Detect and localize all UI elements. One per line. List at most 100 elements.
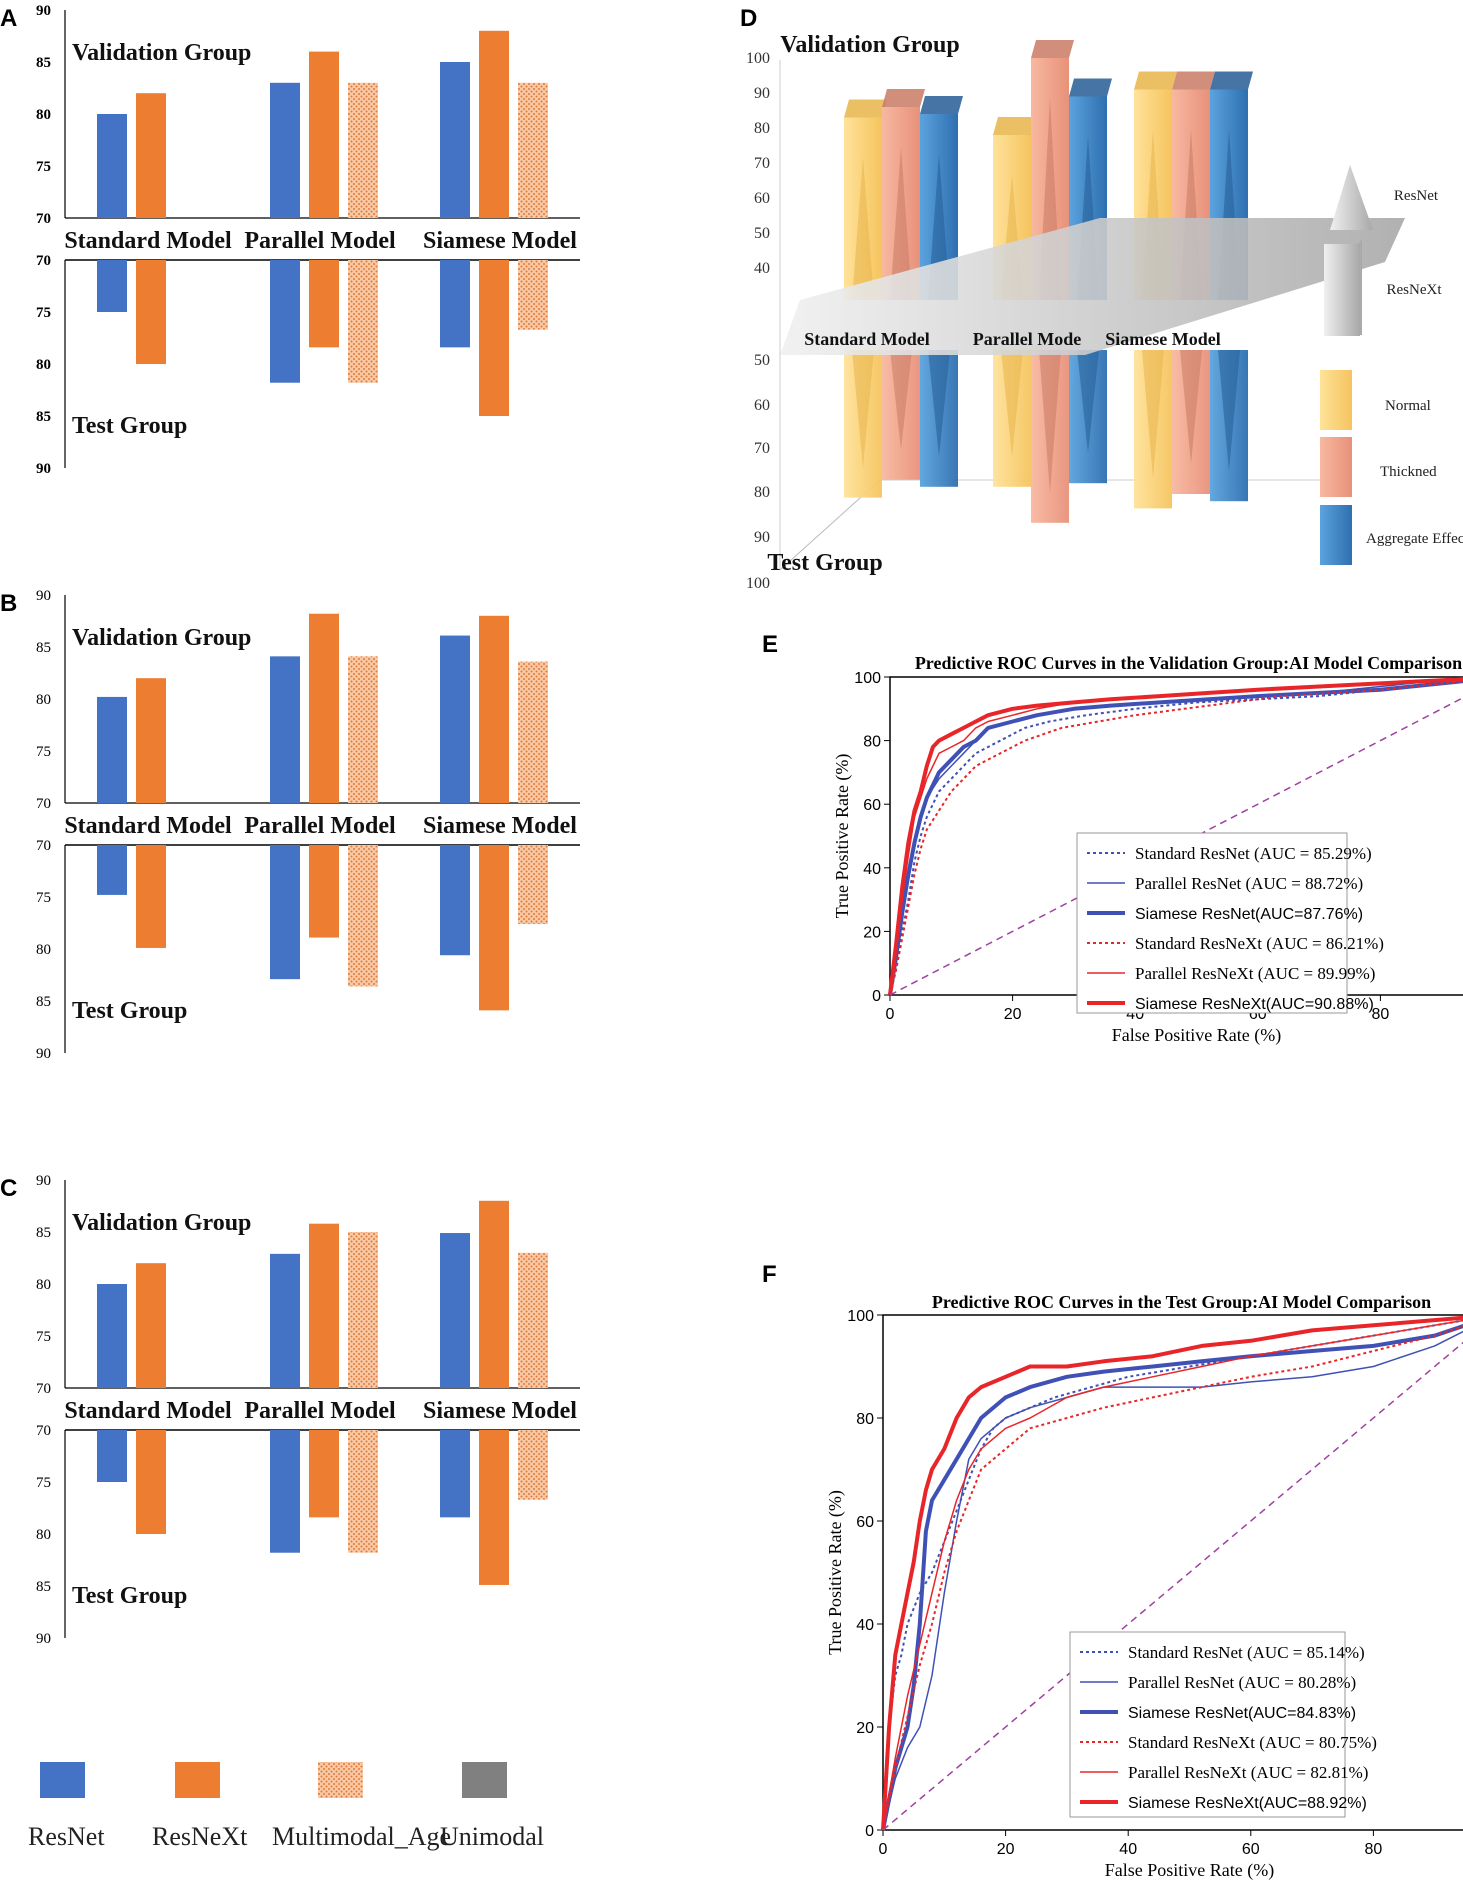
y-tick-label: 90	[36, 588, 51, 604]
chart-title: Predictive ROC Curves in the Validation …	[915, 653, 1462, 673]
bar-test-resnext	[136, 845, 166, 948]
y-axis-label: True Positive Rate (%)	[832, 754, 853, 919]
y-tick-label: 75	[36, 744, 51, 760]
legend-swatch-aggregate	[1320, 505, 1352, 565]
bar-validation-resnext	[136, 1263, 166, 1388]
y-tick-label: 75	[36, 1329, 51, 1345]
bar-validation-resnext	[309, 613, 339, 803]
legend-label: Standard ResNeXt (AUC = 80.75%)	[1128, 1733, 1377, 1752]
y-tick-label: 80	[36, 357, 51, 373]
y-tick-label: 70	[754, 155, 770, 172]
bar3d-spike	[928, 350, 950, 457]
bar-validation-resnext	[309, 1223, 339, 1388]
legend-label: Aggregate Effect	[1366, 531, 1463, 547]
y-tick-label: 85	[36, 1579, 51, 1595]
category-label: Standard Model	[64, 813, 232, 839]
legend-label: Standard ResNet (AUC = 85.29%)	[1135, 844, 1372, 863]
y-tick-label: 90	[754, 529, 770, 546]
bar-test-multimodal_age	[518, 260, 548, 330]
legend-swatch	[175, 1762, 220, 1798]
y-tick-label: 40	[754, 260, 770, 277]
y-tick-label: 70	[36, 1381, 51, 1397]
bar3d-spike	[890, 147, 912, 300]
y-tick-label: 70	[36, 1423, 51, 1439]
bar-chart-c: C 90 85 80 75 70 70 75 80 85 90 Validation Group Tes…	[0, 1173, 580, 1647]
y-tick-label: 40	[863, 861, 881, 878]
bar-validation-resnet	[97, 696, 127, 803]
bar-legend: ResNet ResNeXt Multimodal_Age Unimodal	[0, 1750, 720, 1887]
y-tick-label: 40	[856, 1617, 874, 1634]
legend-label: Siamese ResNeXt(AUC=90.88%)	[1135, 996, 1374, 1013]
legend-label: Parallel ResNet (AUC = 88.72%)	[1135, 874, 1363, 893]
bar3d-spike	[1218, 350, 1240, 472]
y-tick-label: 80	[36, 692, 51, 708]
y-tick-label: 80	[754, 120, 770, 137]
x-tick-label: 40	[1119, 1841, 1137, 1858]
y-tick-label: 60	[863, 797, 881, 814]
legend-swatch	[40, 1762, 85, 1798]
legend-label: Normal	[1385, 398, 1431, 414]
category-label: Parallel Model	[244, 813, 396, 839]
roc-curve	[889, 680, 1463, 996]
y-tick-label: 90	[36, 1046, 51, 1062]
panel-letter: E	[762, 631, 778, 658]
x-tick-label: 20	[1004, 1006, 1022, 1023]
bar-test-resnext	[479, 260, 509, 416]
y-tick-label: 60	[754, 397, 770, 414]
category-label: Parallel Model	[244, 228, 396, 254]
roc-curve	[882, 1330, 1463, 1831]
test-group-label: Test Group	[767, 550, 882, 576]
bar-validation-multimodal_age	[518, 661, 548, 803]
bar3d-spike	[1039, 350, 1061, 493]
legend-swatch-thickned	[1320, 437, 1352, 497]
y-tick-label: 90	[36, 461, 51, 477]
bar-test-resnext	[136, 1430, 166, 1534]
test-group-label: Test Group	[72, 1583, 187, 1609]
roc-legend-box	[1069, 1631, 1346, 1818]
y-axis-label: True Positive Rate (%)	[825, 1490, 846, 1655]
bar-validation-resnet	[270, 82, 300, 218]
bar3d-spike	[852, 157, 874, 300]
legend-swatch	[318, 1762, 363, 1798]
y-tick-label: 80	[36, 1277, 51, 1293]
category-label: Siamese Model	[423, 813, 577, 839]
bar-validation-resnet	[440, 1233, 470, 1388]
y-tick-label: 75	[36, 159, 51, 175]
panel-f: F Predictive ROC Curves in the Test Group…	[740, 1260, 1463, 1887]
bar-test-resnext	[479, 845, 509, 1011]
bar-validation-resnext	[136, 93, 166, 218]
legend-cone-resnet	[1330, 165, 1373, 230]
legend-label: Parallel ResNeXt (AUC = 82.81%)	[1128, 1763, 1368, 1782]
bar-validation-multimodal_age	[348, 1232, 378, 1388]
bar-test-resnet	[440, 1430, 470, 1518]
legend-box-resnext	[1324, 244, 1360, 336]
y-tick-label: 90	[36, 1173, 51, 1189]
bar-test-resnext	[136, 260, 166, 364]
bar-validation-resnet	[270, 1253, 300, 1388]
bar3d-spike	[1077, 350, 1099, 454]
category-label: Parallel Mode	[973, 329, 1081, 349]
y-tick-label: 85	[36, 640, 51, 656]
roc-curve	[881, 1323, 1463, 1831]
bar-test-multimodal_age	[518, 1430, 548, 1500]
y-tick-label: 75	[36, 890, 51, 906]
bar3d-top-face	[1172, 71, 1215, 90]
y-tick-label: 100	[847, 1308, 874, 1325]
x-tick-label: 0	[886, 1006, 895, 1023]
y-tick-label: 85	[36, 994, 51, 1010]
y-tick-label: 90	[754, 85, 770, 102]
category-label: Standard Model	[64, 1398, 232, 1424]
bar3d-top-face	[844, 99, 887, 118]
category-label: Standard Model	[804, 329, 930, 349]
bar-validation-multimodal_age	[348, 82, 378, 218]
bar-validation-resnext	[136, 678, 166, 803]
bar-validation-resnext	[479, 615, 509, 803]
legend-label: Siamese ResNet(AUC=87.76%)	[1135, 906, 1363, 923]
validation-group-label: Validation Group	[72, 625, 251, 651]
panel-letter: B	[0, 590, 17, 617]
y-tick-label: 0	[872, 988, 881, 1005]
panel-letter: F	[762, 1261, 777, 1288]
x-tick-label: 20	[997, 1841, 1015, 1858]
panel-c: C 90 85 80 75 70 70 75 80 85 90 Validation Group Tes…	[0, 1170, 720, 1750]
x-tick-label: 60	[1242, 1841, 1260, 1858]
